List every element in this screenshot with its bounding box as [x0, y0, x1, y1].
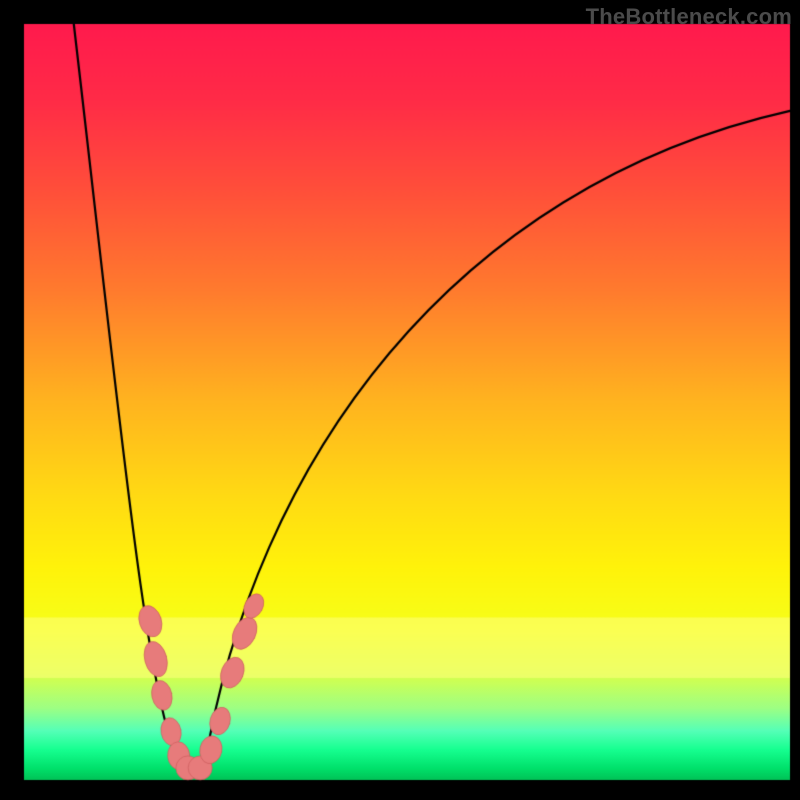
chart-stage: TheBottleneck.com — [0, 0, 800, 800]
watermark-label: TheBottleneck.com — [586, 4, 792, 30]
bottleneck-chart-canvas — [0, 0, 800, 800]
